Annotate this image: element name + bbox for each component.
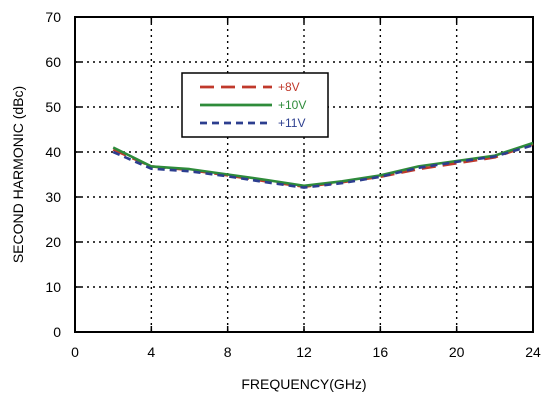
x-axis-label: FREQUENCY(GHz) [241, 376, 366, 392]
y-tick-label: 20 [45, 234, 61, 250]
legend-label: +11V [278, 116, 305, 130]
legend: +8V +10V +11V [181, 72, 329, 138]
x-tick-label: 20 [449, 344, 465, 360]
x-tick-label: 0 [71, 344, 79, 360]
series-lines [112, 141, 534, 189]
y-tick-label: 10 [45, 279, 61, 295]
series-line-11V [112, 144, 534, 189]
series-line-8V [112, 142, 534, 188]
y-tick-label: 30 [45, 189, 61, 205]
series-line-10V [112, 141, 534, 188]
legend-label: +10V [278, 98, 306, 112]
axis-ticks [74, 16, 534, 333]
x-tick-label: 8 [224, 344, 232, 360]
grid-lines [75, 17, 533, 332]
y-tick-label: 60 [45, 54, 61, 70]
x-tick-label: 4 [147, 344, 155, 360]
x-tick-label: 16 [373, 344, 389, 360]
y-tick-label: 70 [45, 9, 61, 25]
y-tick-label: 0 [53, 324, 61, 340]
y-tick-label: 40 [45, 144, 61, 160]
y-axis-label: SECOND HARMONIC (dBc) [10, 86, 26, 263]
x-tick-label: 24 [525, 344, 541, 360]
y-tick-label: 50 [45, 99, 61, 115]
tick-labels: 0 4 8 12 16 20 24 0 10 20 30 40 50 60 70 [45, 9, 541, 360]
x-tick-label: 12 [296, 344, 312, 360]
legend-label: +8V [278, 80, 300, 94]
